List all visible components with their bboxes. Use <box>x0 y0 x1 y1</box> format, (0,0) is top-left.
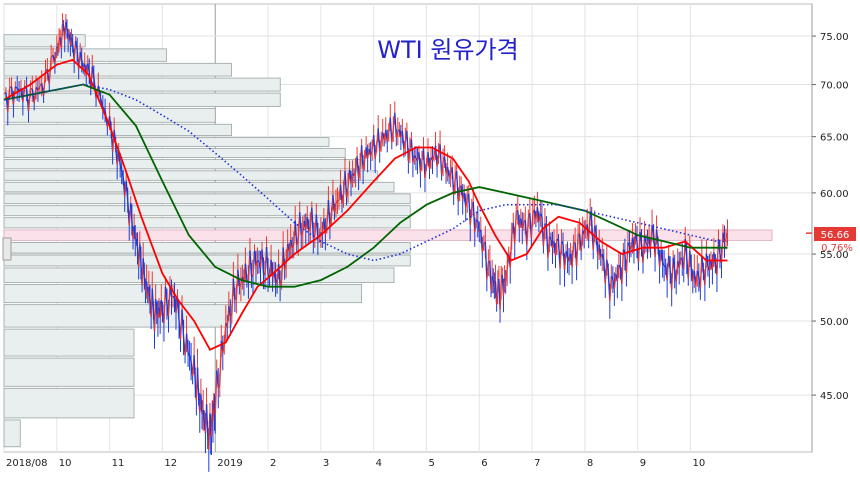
scroll-handle[interactable] <box>3 238 11 260</box>
x-tick-label: 12 <box>164 458 177 469</box>
volume-profile-bar <box>4 329 134 356</box>
volume-profile-bar <box>4 388 134 418</box>
x-tick-label: 2018/08 <box>6 458 48 469</box>
volume-profile-bar <box>4 268 394 282</box>
volume-profile-bar <box>4 305 232 327</box>
x-tick-label: 3 <box>323 458 329 469</box>
volume-profile-bar <box>4 93 280 106</box>
y-tick-label: 60.00 <box>820 189 849 200</box>
volume-profile-bar <box>4 194 410 204</box>
volume-profile-bar <box>4 160 362 169</box>
volume-profile-bar <box>4 218 410 228</box>
last-price-label: 56.66 <box>821 230 850 241</box>
volume-profile-bar <box>4 49 167 61</box>
volume-profile-bar <box>4 149 345 158</box>
x-tick-label: 8 <box>587 458 593 469</box>
x-tick-label: 7 <box>534 458 540 469</box>
x-tick-label: 11 <box>112 458 125 469</box>
x-tick-label: 10 <box>693 458 706 469</box>
volume-profile-bar <box>4 358 134 386</box>
x-tick-label: 10 <box>59 458 72 469</box>
x-tick-label: 5 <box>428 458 434 469</box>
x-tick-label: 9 <box>640 458 646 469</box>
x-tick-label: 2019 <box>217 458 242 469</box>
y-tick-label: 70.00 <box>820 81 849 92</box>
x-tick-label: 4 <box>376 458 382 469</box>
volume-profile-bar <box>4 63 232 76</box>
volume-profile-bar <box>4 242 410 253</box>
x-tick-label: 6 <box>481 458 487 469</box>
y-tick-label: 50.00 <box>820 317 849 328</box>
volume-profile-bar <box>4 420 20 447</box>
last-change-label: 0.76% <box>821 243 853 254</box>
y-tick-label: 75.00 <box>820 32 849 43</box>
y-tick-label: 45.00 <box>820 391 849 402</box>
volume-profile-bar <box>4 284 362 302</box>
volume-profile-bar <box>4 124 232 135</box>
volume-profile-bar <box>4 171 378 180</box>
chart-title: WTI 원유가격 <box>377 36 518 64</box>
x-tick-label: 2 <box>270 458 276 469</box>
volume-profile-bar <box>4 138 329 147</box>
y-tick-label: 65.00 <box>820 133 849 144</box>
